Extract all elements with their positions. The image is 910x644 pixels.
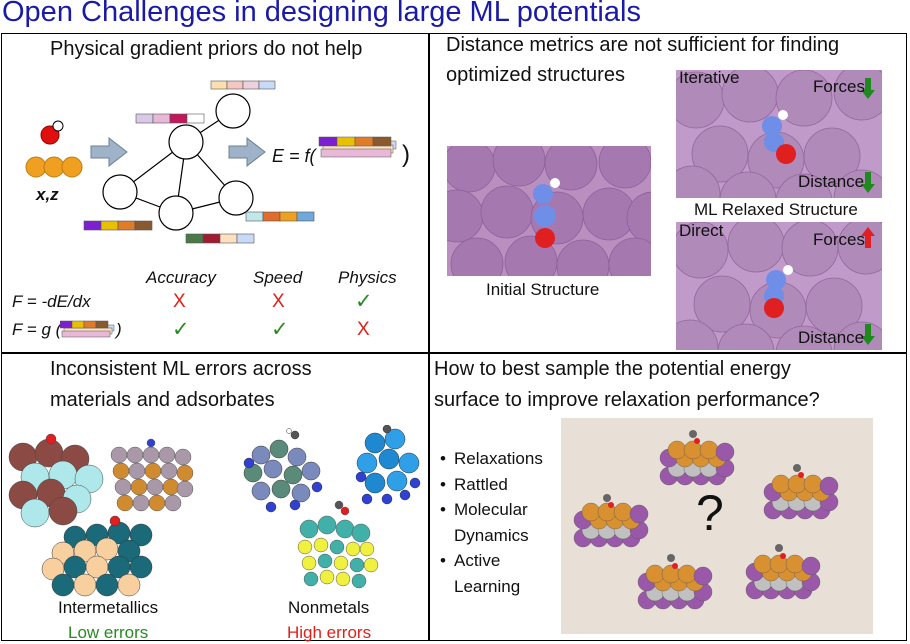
question-mark: ?	[696, 485, 724, 541]
q4-heading-line1: How to best sample the potential energy	[434, 358, 791, 380]
row1-accuracy-mark: X	[173, 291, 186, 312]
vertical-divider	[428, 33, 430, 641]
input-label: x,z	[36, 185, 59, 204]
q4-heading-line2: surface to improve relaxation performanc…	[434, 389, 820, 411]
row2-label-suffix: )	[116, 320, 122, 339]
row2-label: F = g (	[12, 320, 62, 339]
q3-heading-line2: materials and adsorbates	[50, 389, 275, 411]
nonmetals-result: High errors	[287, 623, 372, 642]
intermetallic-cluster-2	[110, 438, 194, 512]
sampling-methods-list: Relaxations Rattled Molecular Dynamics A…	[440, 446, 543, 600]
row1-speed-mark: X	[272, 291, 285, 312]
q2-heading-line2: optimized structures	[446, 64, 625, 86]
q2-heading-line1: Distance metrics are not sufficient for …	[446, 34, 840, 56]
initial-structure-image	[447, 146, 651, 276]
stacked-vectors-icon	[318, 136, 397, 158]
ml-relaxed-label: ML Relaxed Structure	[694, 200, 858, 219]
direct-distance-label: Distance	[798, 328, 865, 347]
nonmetal-cluster-2	[355, 425, 421, 505]
bullet-molecular: Molecular	[440, 497, 543, 523]
bullet-molecular-cont: Dynamics	[454, 525, 529, 545]
bullet-rattled: Rattled	[440, 472, 543, 498]
col-accuracy: Accuracy	[146, 268, 216, 287]
page-title: Open Challenges in designing large ML po…	[2, 0, 641, 28]
nonmetal-cluster-3	[297, 500, 379, 589]
arrow-right-icon	[228, 136, 266, 168]
initial-structure-label: Initial Structure	[486, 280, 600, 299]
bullet-active-cont: Learning	[454, 576, 521, 596]
graph-nodes	[102, 93, 254, 231]
row2-physics-mark: X	[357, 319, 370, 340]
gnn-diagram	[25, 80, 397, 244]
intermetallics-label: Intermetallics	[58, 598, 159, 617]
iterative-label: Iterative	[679, 68, 740, 87]
feature-vectors	[83, 80, 315, 244]
materials-clusters	[8, 425, 421, 597]
intermetallic-cluster-3	[41, 515, 153, 597]
stacked-vectors-icon	[60, 320, 115, 338]
intermetallic-cluster-1	[8, 433, 104, 528]
energy-eq-suffix: )	[402, 141, 410, 168]
direct-structure-image	[676, 222, 882, 350]
nonmetal-cluster-1	[243, 428, 323, 513]
bullet-active: Active	[440, 548, 543, 574]
adsorbate-icons	[603, 430, 804, 569]
energy-eq-prefix: E = f(	[272, 146, 316, 166]
quadrant-frame	[1, 33, 907, 641]
molecule-icon	[25, 120, 83, 178]
row2-accuracy-mark: ✓	[172, 318, 190, 341]
q1-heading: Physical gradient priors do not help	[50, 38, 363, 60]
row1-physics-mark: ✓	[355, 290, 373, 313]
col-speed: Speed	[253, 268, 303, 287]
row1-label: F = -dE/dx	[12, 292, 91, 311]
bullet-relaxations: Relaxations	[440, 446, 543, 472]
col-physics: Physics	[338, 268, 397, 287]
arrow-right-icon	[90, 136, 128, 168]
direct-label: Direct	[679, 221, 724, 240]
direct-forces-label: Forces	[813, 230, 865, 249]
row2-speed-mark: ✓	[271, 318, 289, 341]
sampling-panel	[561, 418, 873, 634]
iterative-structure-image	[676, 70, 882, 198]
horizontal-divider	[1, 352, 907, 354]
nonmetals-label: Nonmetals	[288, 598, 370, 617]
q3-heading-line1: Inconsistent ML errors across	[50, 358, 312, 380]
iterative-forces-label: Forces	[813, 77, 865, 96]
iterative-distance-label: Distance	[798, 172, 865, 191]
intermetallics-result: Low errors	[68, 623, 149, 642]
